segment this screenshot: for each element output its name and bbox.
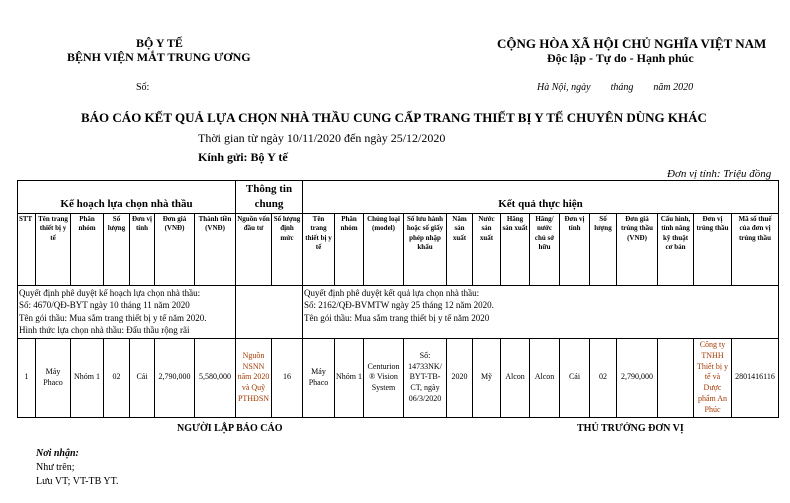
unit-note: Đơn vị tính: Triệu đồng (667, 168, 772, 180)
column-header: Tên trang thiết bị y tế (302, 212, 335, 286)
table-cell: Số: 14733NK/ BYT-TB-CT, ngày 06/3/2020 (403, 338, 447, 418)
column-header: Mã số thuế của đơn vị trúng thầu (731, 212, 779, 286)
column-header: Nước sản xuất (472, 212, 501, 286)
table-cell: 2,790,000 (154, 338, 195, 418)
report-table: Kế hoạch lựa chọn nhà thầu Thông tin chu… (17, 180, 779, 418)
info-line: Quyết định phê duyệt kế hoạch lựa chọn n… (19, 287, 201, 298)
info-line: Hình thức lựa chọn nhà thầu: Đấu thầu rộ… (19, 325, 190, 336)
table-cell: 2,790,000 (616, 338, 658, 418)
table-cell: 02 (589, 338, 617, 418)
column-header: Đơn vị trúng thầu (693, 212, 732, 286)
table-cell: 1 (17, 338, 36, 418)
table-cell: Centurion ® Vision System (363, 338, 404, 418)
table-cell: Nhóm 1 (334, 338, 364, 418)
column-header: Phân nhóm (70, 212, 104, 286)
table-cell: Alcon (529, 338, 560, 418)
document-date: Hà Nội, ngày tháng năm 2020 (537, 82, 694, 93)
column-header: Thành tiền (VNĐ) (194, 212, 236, 286)
info-line: Quyết định phê duyệt kết quả lựa chọn nh… (304, 287, 480, 298)
info-line: Tên gói thầu: Mua sắm trang thiết bị y t… (304, 312, 490, 323)
column-header: Đơn vị tính (559, 212, 590, 286)
head-label: THỦ TRƯỞNG ĐƠN VỊ (577, 423, 684, 434)
country-name: CỘNG HÒA XÃ HỘI CHỦ NGHĨA VIỆT NAM (497, 36, 767, 51)
result-info: Quyết định phê duyệt kết quả lựa chọn nh… (302, 284, 779, 340)
table-cell: 2020 (446, 338, 473, 418)
report-period: Thời gian từ ngày 10/11/2020 đến ngày 25… (198, 131, 446, 145)
table-cell: Mỹ (472, 338, 501, 418)
column-header: Tên trang thiết bị y tế (35, 212, 71, 286)
column-header: Cấu hình, tính năng kỹ thuật cơ bản (657, 212, 694, 286)
column-header: Số lượng định mức (271, 212, 303, 286)
group-info: Thông tin chung (235, 180, 303, 214)
table-cell (657, 338, 694, 418)
table-cell: Nguồn NSNN năm 2020 và Quỹ PTHĐSN (235, 338, 272, 418)
ministry-name: BỘ Y TẾ (136, 36, 183, 50)
document-number: Số: (136, 82, 150, 93)
table-cell: Cái (559, 338, 590, 418)
column-header: Đơn giá trúng thầu (VNĐ) (616, 212, 658, 286)
info-line: Số: 2162/QĐ-BVMTW ngày 25 tháng 12 năm 2… (304, 300, 494, 311)
table-cell: 5,580,000 (194, 338, 236, 418)
group-result: Kết quả thực hiện (302, 180, 779, 214)
column-header: Hãng sản xuất (500, 212, 530, 286)
table-cell: 02 (103, 338, 130, 418)
column-header: Nguồn vốn đầu tư (235, 212, 272, 286)
empty-cell (235, 284, 303, 340)
motto: Độc lập - Tự do - Hạnh phúc (547, 51, 694, 65)
recipient-item: Như trên; (36, 462, 75, 473)
preparer-label: NGƯỜI LẬP BÁO CÁO (177, 423, 283, 434)
column-header: Đơn giá (VNĐ) (154, 212, 195, 286)
hospital-name: BỆNH VIỆN MẮT TRUNG ƯƠNG (67, 50, 251, 64)
table-cell: 16 (271, 338, 303, 418)
plan-info: Quyết định phê duyệt kế hoạch lựa chọn n… (17, 284, 236, 340)
column-header: Phân nhóm (334, 212, 364, 286)
column-header: Số lưu hành hoặc số giấy phép nhập khẩu (403, 212, 447, 286)
table-cell: Công ty TNHH Thiết bị y tế và Dược phẩm … (693, 338, 732, 418)
group-plan: Kế hoạch lựa chọn nhà thầu (17, 180, 236, 214)
column-header: Số lượng (103, 212, 130, 286)
recipient: Kính gửi: Bộ Y tế (198, 150, 288, 164)
table-cell: Nhóm 1 (70, 338, 104, 418)
table-cell: Cái (129, 338, 155, 418)
report-title: BÁO CÁO KẾT QUẢ LỰA CHỌN NHÀ THẦU CUNG C… (81, 110, 707, 125)
table-cell: Máy Phaco (35, 338, 71, 418)
recipient-item: Lưu VT; VT-TB YT. (36, 476, 119, 487)
table-cell: Alcon (500, 338, 530, 418)
info-line: Tên gói thầu: Mua sắm trang thiết bị y t… (19, 312, 207, 323)
column-header: Hãng/ nước chủ sở hữu (529, 212, 560, 286)
column-header: Chủng loại (model) (363, 212, 404, 286)
column-header: Đơn vị tính (129, 212, 155, 286)
table-cell: Máy Phaco (302, 338, 335, 418)
recipients-label: Nơi nhận: (36, 448, 79, 459)
column-header: Năm sản xuất (446, 212, 473, 286)
table-cell: 2801416116 (731, 338, 779, 418)
column-header: STT (17, 212, 36, 286)
column-header: Số lượng (589, 212, 617, 286)
info-line: Số: 4670/QĐ-BYT ngày 10 tháng 11 năm 202… (19, 300, 190, 311)
